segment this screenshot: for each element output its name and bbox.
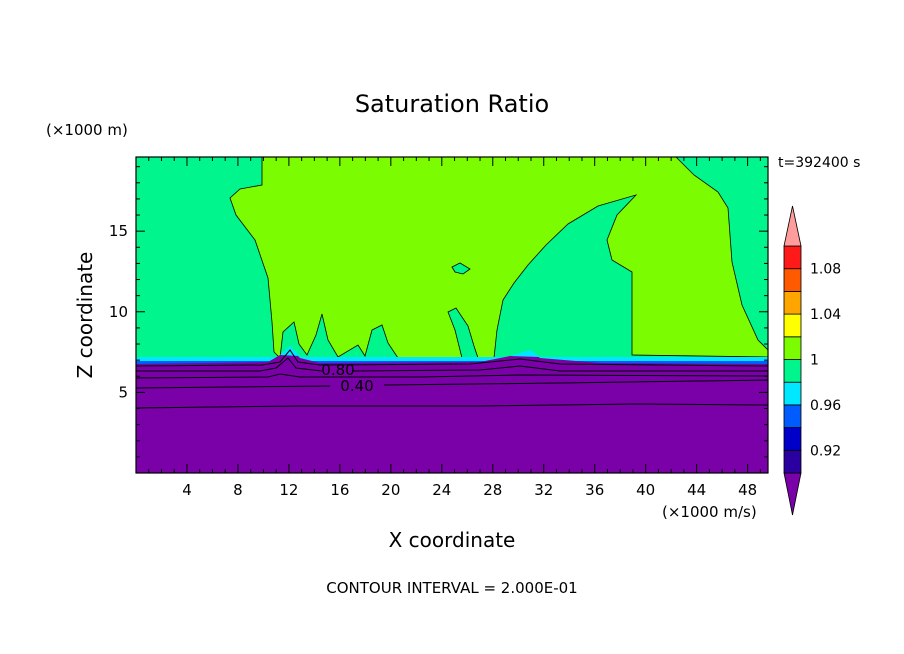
contour-line-1 [136, 349, 768, 367]
colorbar-swatch [783, 359, 802, 383]
plot-frame [135, 156, 769, 474]
x-tick-label: 4 [182, 481, 192, 499]
colorbar-swatch [783, 427, 802, 451]
x-tick-label: 40 [636, 481, 655, 499]
colorbar-swatch [783, 245, 802, 270]
x-tick-label: 32 [534, 481, 553, 499]
contour-label-040: 0.40 [340, 377, 373, 395]
y-tick-label: 15 [109, 222, 128, 240]
colorbar-swatch [783, 268, 802, 292]
colorbar-swatch [783, 449, 802, 474]
region-cyan-bumps [280, 346, 540, 357]
x-tick-label: 16 [330, 481, 349, 499]
chart-title: Saturation Ratio [355, 90, 549, 118]
colorbar-label: 1 [810, 353, 819, 369]
contour-line-040 [136, 379, 768, 389]
contour-line-2 [136, 373, 768, 379]
colorbar-swatch [783, 381, 802, 406]
x-tick-label: 24 [432, 481, 451, 499]
contour-line-3 [136, 403, 768, 409]
x-unit-label: (×1000 m/s) [662, 503, 757, 521]
region-cyan-layer [136, 357, 768, 363]
x-tick-label: 20 [381, 481, 400, 499]
colorbar-label: 0.92 [810, 443, 841, 459]
colorbar-arrow-bottom [783, 472, 802, 516]
y-tick-label: 5 [118, 383, 128, 401]
y-axis-ticks: 5 10 15 [109, 166, 768, 458]
footer-text: CONTOUR INTERVAL = 2.000E-01 [326, 579, 577, 597]
x-axis-ticks: 4 8 12 16 20 24 28 32 36 40 44 48 [148, 157, 761, 499]
x-tick-label: 28 [483, 481, 502, 499]
colorbar-swatch [783, 290, 802, 315]
plot-field [135, 156, 769, 474]
contour-label-080: 0.80 [321, 361, 354, 379]
colorbar-swatch [783, 404, 802, 428]
y-tick-label: 10 [109, 303, 128, 321]
x-tick-label: 44 [687, 481, 706, 499]
colorbar-arrow-top [783, 205, 802, 247]
contour-line-080 [136, 357, 768, 372]
colorbar-label: 1.08 [810, 262, 841, 278]
colorbar: 0.92 0.96 1 1.04 1.08 [783, 205, 841, 516]
colorbar-swatch [783, 313, 802, 338]
x-tick-label: 48 [738, 481, 757, 499]
colorbar-label: 1.04 [810, 307, 841, 323]
colorbar-swatch [783, 336, 802, 360]
colorbar-label: 0.96 [810, 398, 841, 414]
x-axis-label: X coordinate [389, 528, 516, 552]
x-tick-label: 36 [585, 481, 604, 499]
y-unit-label: (×1000 m) [46, 121, 128, 139]
y-axis-label: Z coordinate [73, 252, 97, 379]
x-tick-label: 8 [233, 481, 243, 499]
region-purple [136, 348, 768, 473]
x-tick-label: 12 [279, 481, 298, 499]
time-label: t=392400 s [778, 155, 860, 171]
region-green-pocket [451, 262, 471, 275]
